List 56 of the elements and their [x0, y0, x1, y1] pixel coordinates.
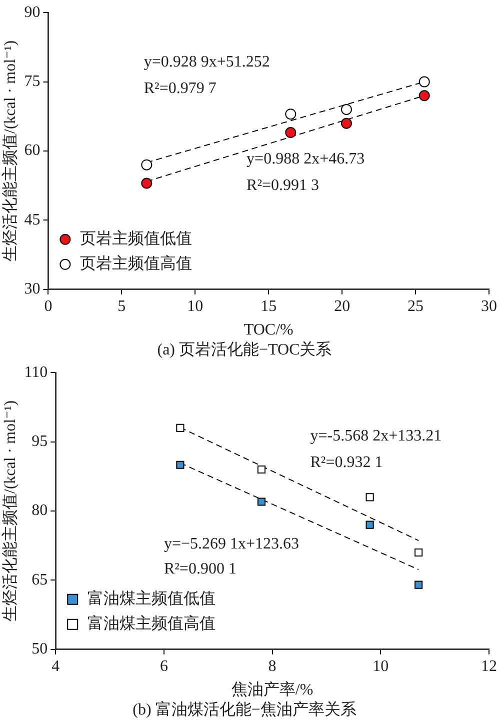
- point: [285, 127, 296, 138]
- legend-label: 页岩主频值高值: [80, 254, 192, 273]
- legend-label: 页岩主频值低值: [80, 230, 192, 248]
- y-tick-label: 65: [32, 571, 48, 588]
- point: [257, 498, 266, 506]
- x-tick-label: 12: [481, 658, 497, 676]
- y-axis-title: 生烃活化能主频值/(kcal · mol⁻¹): [0, 40, 19, 262]
- legend-label: 富油煤主频值高值: [88, 614, 216, 633]
- text: (b) 富油煤活化能−焦油产率关系: [132, 700, 356, 719]
- point: [366, 520, 374, 529]
- x-tick-label: 4: [52, 658, 60, 676]
- point: [418, 90, 430, 102]
- annotation: R²=0.900 1: [164, 560, 236, 578]
- y-tick-label: 75: [24, 73, 40, 90]
- point: [340, 104, 352, 115]
- annotation: R²=0.932 1: [310, 454, 383, 471]
- x-tick-label: 5: [118, 298, 126, 316]
- x-axis-title: 焦油产率/%: [231, 680, 314, 698]
- y-tick-label: 110: [24, 364, 48, 381]
- y-tick-label: 80: [32, 502, 48, 520]
- point: [418, 76, 430, 88]
- annotation: y=−5.269 1x+123.63: [164, 535, 300, 552]
- annotation: y=0.928 9x+51.252: [144, 54, 270, 71]
- y-axis-title: 生烃活化能主频值/(kcal · mol⁻¹): [0, 400, 19, 622]
- x-tick-label: 10: [372, 658, 389, 676]
- y-tick-label: 30: [24, 280, 40, 298]
- x-tick-label: 10: [187, 298, 204, 316]
- annotation: y=0.988 2x+46.73: [246, 150, 365, 168]
- point: [285, 108, 296, 120]
- y-tick-label: 60: [24, 142, 40, 160]
- annotation: R²=0.979 7: [144, 80, 216, 97]
- point: [257, 465, 266, 474]
- y-tick-label: 50: [32, 640, 48, 658]
- text: (a) 页岩活化能−TOC关系: [157, 340, 332, 359]
- point: [366, 493, 374, 502]
- x-tick-label: 20: [334, 298, 350, 316]
- x-axis-title: TOC/%: [244, 321, 294, 338]
- point: [414, 580, 423, 589]
- x-tick-label: 8: [268, 658, 276, 676]
- x-tick-label: 15: [260, 298, 277, 316]
- annotation: R²=0.991 3: [246, 176, 320, 194]
- x-tick-label: 25: [408, 298, 424, 316]
- x-tick-label: 6: [160, 658, 168, 676]
- y-tick-label: 95: [32, 433, 48, 450]
- point: [141, 159, 152, 170]
- legend-label: 富油煤主频值低值: [88, 590, 216, 608]
- x-tick-label: 30: [481, 298, 497, 316]
- annotation: y=-5.568 2x+133.21: [310, 427, 442, 444]
- y-tick-label: 90: [24, 4, 40, 21]
- y-tick-label: 45: [24, 211, 40, 228]
- point: [414, 548, 423, 557]
- point: [176, 424, 184, 432]
- point: [340, 118, 352, 129]
- x-tick-label: 0: [44, 298, 52, 316]
- point: [141, 178, 152, 189]
- point: [176, 460, 184, 469]
